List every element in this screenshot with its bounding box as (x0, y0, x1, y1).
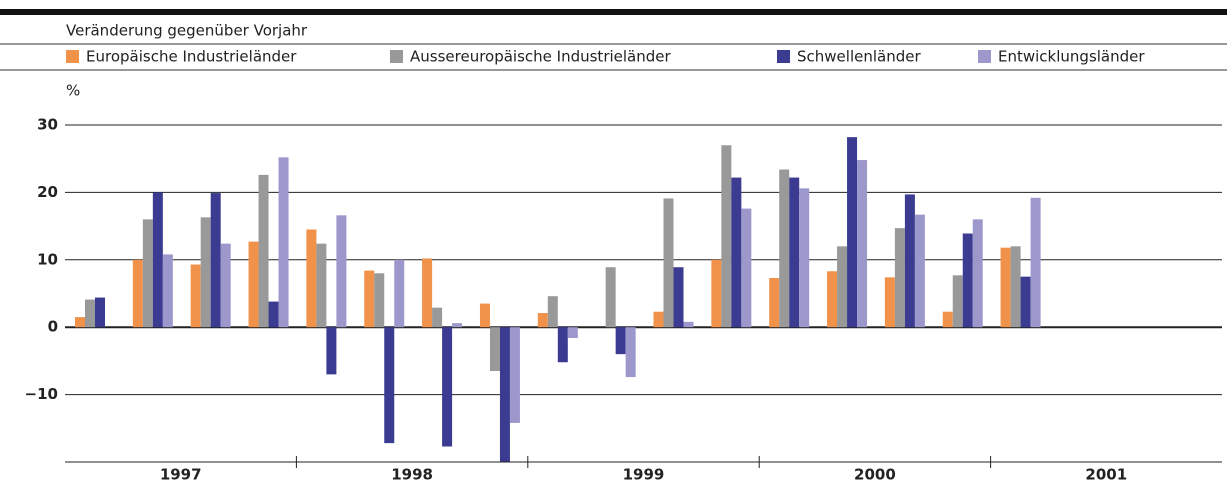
bar (711, 259, 722, 328)
bar (663, 198, 674, 328)
x-tick-label: 1999 (623, 466, 665, 483)
bar (673, 267, 684, 328)
bar (827, 271, 838, 328)
y-tick-label: 0 (48, 318, 58, 336)
bar (452, 323, 463, 328)
bar (162, 254, 173, 328)
bar (142, 219, 153, 328)
bar (653, 311, 664, 328)
bar (1010, 246, 1021, 328)
bar (847, 137, 858, 328)
bar (220, 243, 231, 328)
legend-swatch (66, 50, 79, 63)
bar (499, 327, 510, 462)
bar (962, 233, 973, 328)
x-tick-label: 1998 (391, 466, 433, 483)
bar (336, 215, 347, 328)
bar (914, 214, 925, 328)
bar (904, 194, 915, 328)
y-tick-label: −10 (25, 385, 58, 403)
bar (857, 160, 868, 328)
legend-swatch (777, 50, 790, 63)
legend-label: Europäische Industrieländer (86, 48, 297, 66)
bar (972, 219, 983, 328)
bar (364, 270, 375, 328)
bar (789, 177, 800, 328)
legend-label: Schwellenländer (797, 48, 921, 66)
bar (278, 157, 289, 328)
bar (837, 246, 848, 328)
bar (442, 327, 453, 447)
legend-label: Aussereuropäische Industrieländer (410, 48, 671, 66)
bar (248, 241, 259, 328)
bar (268, 301, 279, 328)
bar (384, 327, 395, 444)
bar (200, 217, 211, 328)
bar (615, 327, 626, 355)
bar (799, 188, 810, 328)
bar (567, 327, 578, 338)
bar (731, 177, 742, 328)
bar (1030, 197, 1041, 328)
bar (432, 307, 443, 328)
bar (306, 229, 317, 328)
bar (721, 145, 732, 328)
x-tick-label: 2000 (854, 466, 896, 483)
bar (952, 275, 963, 328)
y-axis-label: % (66, 82, 80, 100)
bar (942, 311, 953, 328)
top-rule (0, 9, 1227, 15)
bar (132, 259, 143, 328)
bar (1000, 247, 1011, 328)
bar (625, 327, 636, 378)
bar (394, 259, 405, 328)
bar (884, 277, 895, 328)
x-tick-label: 1997 (160, 466, 202, 483)
bar (509, 327, 520, 423)
bar (190, 264, 201, 328)
bar (316, 243, 327, 328)
bar (210, 193, 221, 328)
legend-label: Entwicklungsländer (998, 48, 1145, 66)
chart-subtitle: Veränderung gegenüber Vorjahr (66, 22, 308, 40)
bar (95, 297, 105, 328)
y-tick-label: 30 (37, 116, 58, 134)
y-tick-label: 20 (37, 183, 58, 201)
y-tick-label: 10 (37, 250, 58, 268)
bar (683, 321, 694, 328)
bar (85, 299, 95, 328)
x-tick-label: 2001 (1085, 466, 1127, 483)
bar (75, 317, 85, 328)
bar (1020, 276, 1031, 328)
bar (422, 258, 433, 328)
bar (779, 169, 790, 328)
bar (258, 174, 269, 328)
bar (769, 277, 780, 328)
bar (374, 273, 385, 328)
legend-swatch (978, 50, 991, 63)
bar (605, 267, 616, 328)
bar (894, 228, 905, 328)
bar (479, 303, 490, 328)
bar (537, 313, 548, 328)
legend-swatch (390, 50, 403, 63)
bar (152, 192, 163, 328)
bar (547, 296, 558, 328)
bar (741, 208, 752, 328)
bar (326, 327, 337, 375)
bar (489, 327, 500, 372)
bar (557, 327, 568, 363)
